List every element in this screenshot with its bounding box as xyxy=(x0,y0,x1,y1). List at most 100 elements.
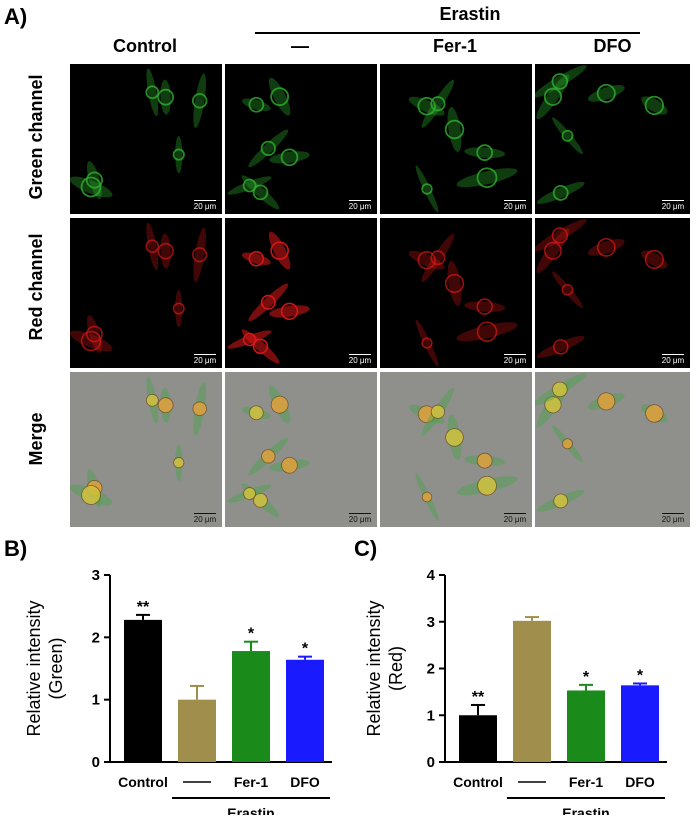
scale-bar: 20 μm xyxy=(660,513,686,524)
cell-shape xyxy=(464,452,506,469)
scale-bar-label: 20 μm xyxy=(193,202,217,211)
cell-shape xyxy=(145,376,159,425)
cell-shape xyxy=(587,237,625,257)
scale-bar: 20 μm xyxy=(502,513,528,524)
y-axis-label: (Green) xyxy=(46,637,66,699)
image-red-erastin: 20 μm xyxy=(225,218,377,368)
cell-shape xyxy=(641,95,668,116)
erastin-header-line xyxy=(255,32,640,34)
image-merge-dfo: 20 μm xyxy=(535,372,690,527)
group-label: Erastin xyxy=(562,805,609,815)
scale-bar-line xyxy=(504,513,526,514)
cell-shape xyxy=(227,484,272,503)
cell-shape xyxy=(641,404,668,423)
scale-bar: 20 μm xyxy=(347,200,373,211)
cell-shape xyxy=(421,233,455,282)
chart-green-intensity: 0 1 2 3 Relative intensity (Green) ** Control * F… xyxy=(24,567,332,815)
y-axis-label: (Red) xyxy=(386,646,406,691)
cell-shape xyxy=(552,117,583,155)
cell-shape xyxy=(587,392,625,411)
cell-shape xyxy=(70,330,113,352)
scale-bar-label: 20 μm xyxy=(348,356,372,365)
category-label: Fer-1 xyxy=(234,774,268,790)
chart-red-intensity: 0 1 2 3 4 Relative intensity (Red) ** Control * Fe… xyxy=(364,567,667,815)
scale-bar-line xyxy=(349,513,371,514)
scale-bar: 20 μm xyxy=(502,200,528,211)
cell-shape xyxy=(464,144,506,161)
scale-bar-label: 20 μm xyxy=(661,202,685,211)
cell-shape xyxy=(241,483,280,518)
image-merge-erastin: 20 μm xyxy=(225,372,377,527)
scale-bar-line xyxy=(662,200,684,201)
bar-1 xyxy=(513,620,551,762)
significance-marker: * xyxy=(248,626,255,643)
cell-shape xyxy=(269,457,310,474)
group-label: Erastin xyxy=(227,805,274,815)
significance-marker: ** xyxy=(137,599,150,616)
bar-0 xyxy=(124,619,162,762)
image-green-control: 20 μm xyxy=(70,64,222,214)
cell-shape xyxy=(241,175,280,210)
bar-3 xyxy=(286,659,324,762)
cell-shape xyxy=(85,315,103,354)
cell-shape xyxy=(192,381,207,436)
row-label-green: Green channel xyxy=(26,74,46,200)
y-tick-label: 3 xyxy=(92,567,100,584)
cell-shape xyxy=(535,373,587,406)
category-label: Control xyxy=(118,774,168,790)
cell-shape xyxy=(241,96,271,113)
cell-shape xyxy=(464,298,506,315)
y-tick-label: 4 xyxy=(427,567,436,584)
scale-bar-line xyxy=(504,354,526,355)
scale-bar: 20 μm xyxy=(347,354,373,365)
y-tick-label: 0 xyxy=(427,754,435,771)
cell-shape xyxy=(552,425,583,463)
cell-shape xyxy=(536,74,570,120)
y-tick-label: 1 xyxy=(92,692,100,709)
row-label-red: Red channel xyxy=(26,233,46,341)
scale-bar: 20 μm xyxy=(660,200,686,211)
category-label: Fer-1 xyxy=(569,774,603,790)
y-tick-label: 0 xyxy=(92,754,100,771)
image-red-dfo: 20 μm xyxy=(535,218,690,368)
scale-bar: 20 μm xyxy=(192,354,218,365)
cell-shape xyxy=(268,231,291,270)
scale-bar-line xyxy=(194,200,216,201)
cell-shape xyxy=(248,437,289,476)
cell-shape xyxy=(445,414,464,460)
scale-bar-label: 20 μm xyxy=(193,515,217,524)
image-green-erastin: 20 μm xyxy=(225,64,377,214)
scale-bar-label: 20 μm xyxy=(348,202,372,211)
cell-shape xyxy=(444,260,465,306)
image-green-fer1: 20 μm xyxy=(380,64,532,214)
cell-shape xyxy=(415,165,439,213)
cell-shape xyxy=(587,83,625,103)
cell-shape xyxy=(456,321,518,342)
category-label: DFO xyxy=(290,774,320,790)
row-label-merge: Merge xyxy=(26,412,46,466)
scale-bar-line xyxy=(662,513,684,514)
bar-1 xyxy=(178,699,216,762)
scale-bar-label: 20 μm xyxy=(503,356,527,365)
cell-shape xyxy=(268,77,291,116)
y-tick-label: 2 xyxy=(427,661,435,678)
cell-shape xyxy=(241,329,280,364)
cell-shape xyxy=(269,302,310,321)
col-header-erastin: — xyxy=(291,36,309,56)
cell-shape xyxy=(227,330,272,349)
cell-shape xyxy=(421,79,455,128)
cell-shape xyxy=(415,473,439,521)
panel-a-letter: A) xyxy=(4,4,28,29)
image-green-dfo: 20 μm xyxy=(535,64,690,214)
cell-shape xyxy=(536,489,585,512)
cell-shape xyxy=(535,219,587,252)
cell-shape xyxy=(173,443,185,482)
cell-shape xyxy=(248,129,289,168)
panel-b-letter: B) xyxy=(4,536,28,561)
category-label: DFO xyxy=(625,774,655,790)
image-merge-fer1: 20 μm xyxy=(380,372,532,527)
cell-shape xyxy=(408,404,445,424)
bar-2 xyxy=(232,651,270,762)
bar-2 xyxy=(567,690,605,762)
scale-bar-label: 20 μm xyxy=(503,202,527,211)
